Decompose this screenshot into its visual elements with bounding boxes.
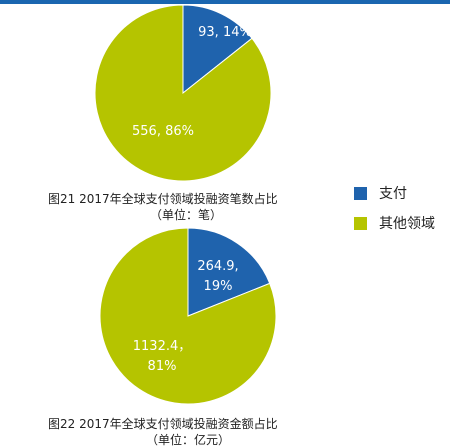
chart1-caption-line1: 图21 2017年全球支付领域投融资笔数占比 [48,192,278,206]
chart2-data-label-other-1: 1132.4， [133,339,192,354]
chart1-caption-line2: （单位：笔） [150,208,223,222]
legend-label-payment: 支付 [379,186,407,202]
chart2-caption-line2: （单位：亿元） [146,433,231,447]
chart1-data-label-other-1: 556, 86% [132,124,194,139]
chart2-slice-other [99,227,277,405]
chart2-data-label-payment-2: 19% [204,279,233,294]
legend-item-other: 其他领域 [354,213,435,233]
legend-swatch-other [354,216,367,230]
chart2-caption-line1: 图22 2017年全球支付领域投融资金额占比 [48,417,278,431]
chart1-slice-payment [182,4,253,95]
chart2-slice-payment [187,227,271,317]
legend-label-other: 其他领域 [379,216,435,232]
chart2-data-label-payment-1: 264.9, [197,259,238,274]
chart1-slice-other [94,4,272,182]
legend-item-payment: 支付 [354,183,407,203]
legend-swatch-payment [354,186,367,200]
top-accent-band [0,0,450,4]
chart2-data-label-other-2: 81% [148,359,177,374]
chart1-data-label-payment-1: 93, 14% [198,25,252,40]
